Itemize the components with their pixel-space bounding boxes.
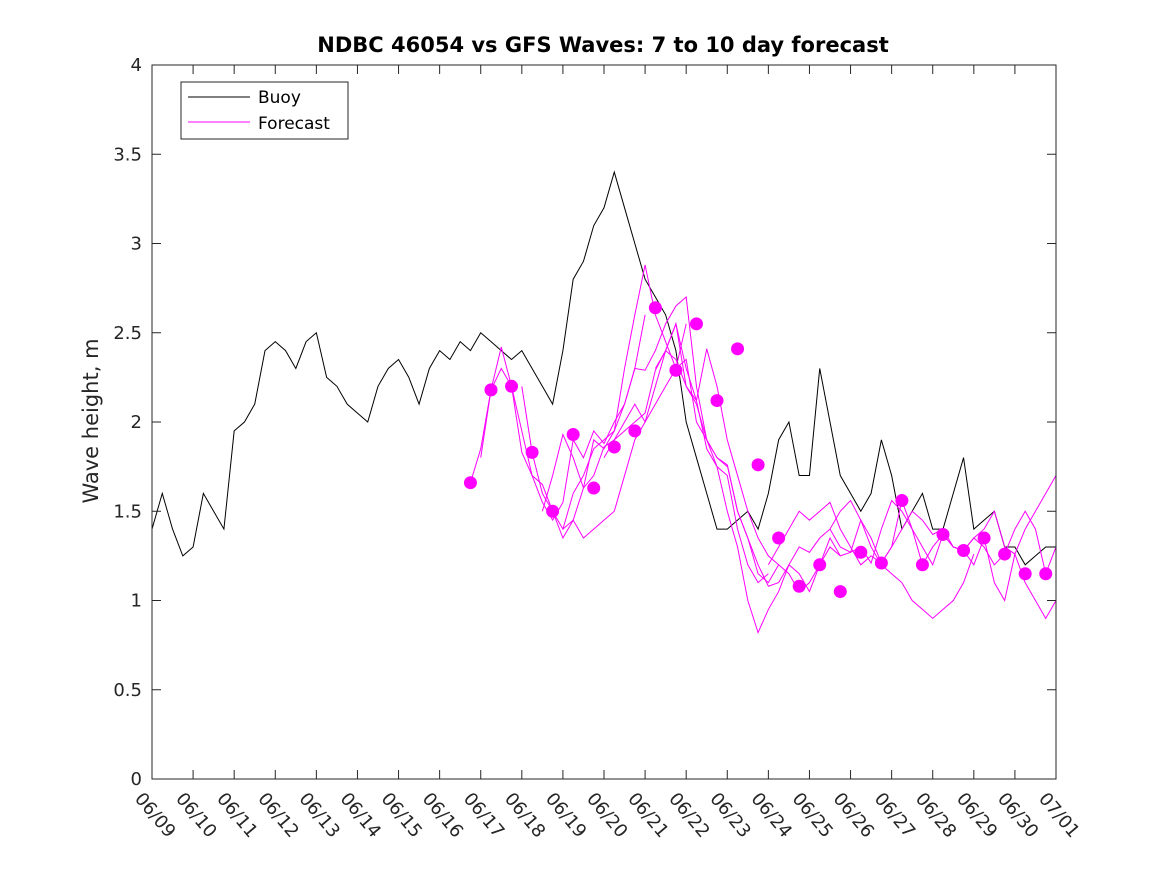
y-axis-title: Wave height, m: [79, 338, 103, 503]
forecast-marker: [587, 481, 601, 495]
forecast-marker: [710, 394, 724, 408]
y-tick-label: 4: [131, 55, 142, 76]
forecast-marker: [731, 342, 745, 356]
y-tick-label: 2.5: [113, 323, 142, 344]
forecast-line-4: [541, 321, 769, 584]
forecast-marker: [1039, 567, 1053, 581]
forecast-marker: [936, 527, 950, 541]
forecast-marker: [895, 494, 909, 508]
forecast-marker: [957, 544, 971, 558]
y-tick-label: 1: [131, 591, 142, 612]
forecast-line-3: [521, 296, 728, 540]
forecast-line-8: [726, 464, 1056, 620]
forecast-marker: [792, 579, 806, 593]
forecast-marker: [648, 301, 662, 315]
forecast-marker: [607, 440, 621, 454]
forecast-marker: [669, 363, 683, 377]
y-tick-label: 3: [131, 234, 142, 255]
legend-label-forecast: Forecast: [258, 114, 330, 134]
forecast-marker: [772, 531, 786, 545]
y-tick-label: 2: [131, 412, 142, 433]
forecast-marker: [833, 585, 847, 599]
forecast-marker: [505, 379, 519, 393]
forecast-marker: [874, 556, 888, 570]
plot-area: [152, 170, 1056, 635]
y-tick-label: 1.5: [113, 501, 142, 522]
forecast-marker: [628, 424, 642, 438]
chart-title: NDBC 46054 vs GFS Waves: 7 to 10 day for…: [317, 33, 888, 57]
legend-box: [180, 81, 349, 140]
forecast-line-9: [767, 498, 1056, 576]
legend: Buoy Forecast: [180, 81, 349, 140]
forecast-marker: [998, 547, 1012, 561]
forecast-marker: [813, 558, 827, 572]
forecast-line-2: [480, 264, 687, 531]
forecast-marker: [525, 445, 539, 459]
series-group: [152, 170, 1056, 635]
legend-label-buoy: Buoy: [258, 88, 301, 108]
y-tick-label: 0: [131, 769, 142, 790]
forecast-marker: [854, 545, 868, 559]
forecast-marker: [751, 458, 765, 472]
forecast-marker: [566, 427, 580, 441]
forecast-marker: [463, 476, 477, 490]
forecast-line-7: [654, 349, 975, 635]
y-tick-label: 3.5: [113, 144, 142, 165]
forecast-marker: [977, 531, 991, 545]
forecast-marker: [546, 504, 560, 518]
forecast-marker: [484, 383, 498, 397]
forecast-marker: [915, 558, 929, 572]
forecast-marker: [1018, 567, 1032, 581]
forecast-marker: [689, 317, 703, 331]
y-tick-label: 0.5: [113, 680, 142, 701]
